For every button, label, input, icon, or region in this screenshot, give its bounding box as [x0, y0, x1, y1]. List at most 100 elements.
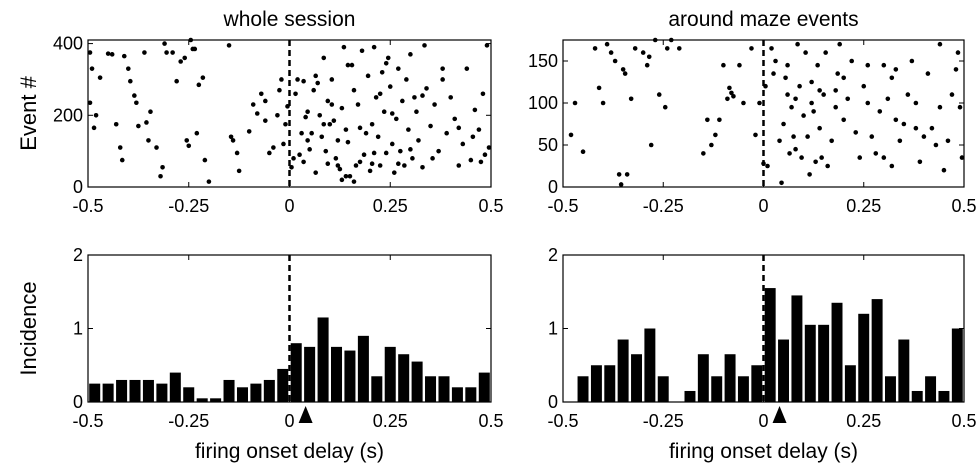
y-tick-label: 0: [73, 177, 83, 197]
histogram-bar: [805, 325, 816, 402]
spike-dot: [98, 75, 103, 80]
spike-dot: [617, 172, 622, 177]
spike-dot: [201, 75, 206, 80]
spike-dot: [647, 55, 652, 60]
spike-dot: [837, 42, 842, 47]
spike-dot: [469, 158, 474, 163]
x-tick-label: 0.5: [478, 411, 503, 431]
histogram-left-panel: -0.5 -0.25 0 0.25 0.5 0 1 2 Incidence firing onse…: [16, 245, 504, 463]
spike-dot: [479, 160, 484, 165]
spike-dot: [366, 74, 371, 79]
spike-dot: [420, 165, 425, 170]
histogram-bar: [912, 391, 923, 402]
spike-dot: [865, 101, 870, 106]
spike-dot: [120, 158, 125, 163]
spike-dot: [94, 113, 99, 118]
spike-dot: [705, 118, 710, 123]
spike-dot: [922, 134, 927, 139]
spike-dot: [346, 63, 351, 68]
spike-dot: [134, 100, 139, 105]
spike-dot: [601, 101, 606, 106]
histogram-bar: [103, 384, 114, 402]
spike-dot: [384, 151, 389, 156]
spike-dot: [807, 172, 812, 177]
spike-dot: [621, 67, 626, 72]
spike-dot: [192, 47, 197, 52]
spike-dot: [263, 99, 268, 104]
histogram-bar: [318, 317, 329, 402]
y-tick-label: 0: [548, 177, 558, 197]
histogram-bar: [898, 340, 909, 402]
spike-dot: [398, 149, 403, 154]
spike-dot: [358, 160, 363, 165]
spike-dot: [382, 109, 387, 114]
spike-dot: [471, 135, 476, 140]
x-axis-label: firing onset delay (s): [195, 440, 384, 463]
x-tick-label: -0.5: [547, 411, 578, 431]
x-tick-label: 0: [284, 411, 294, 431]
spike-dot: [313, 74, 318, 79]
histogram-bar: [344, 351, 355, 402]
spike-dot: [378, 91, 383, 96]
panel-title: whole session: [223, 8, 356, 31]
spike-dot: [334, 156, 339, 161]
spike-dot: [396, 161, 401, 166]
spike-dot: [785, 92, 790, 97]
histogram-bar: [925, 376, 936, 402]
spike-dot: [811, 109, 816, 114]
spike-dot: [789, 105, 794, 110]
histogram-bar: [578, 376, 589, 402]
spike-dot: [623, 71, 628, 76]
spike-dot: [605, 42, 610, 47]
spike-dot: [368, 169, 373, 174]
spike-dot: [914, 101, 919, 106]
histogram-bar: [156, 384, 167, 402]
histogram-bar: [618, 340, 629, 402]
x-tick-label: 0.5: [951, 196, 976, 216]
histogram-bar: [116, 380, 127, 402]
spike-dot: [765, 164, 770, 169]
spike-dot: [332, 118, 337, 123]
spike-dot: [573, 101, 578, 106]
spike-dot: [356, 102, 361, 107]
spike-dot: [277, 88, 282, 93]
spike-dot: [295, 77, 300, 82]
spike-dot: [267, 151, 272, 156]
histogram-bar: [412, 362, 423, 402]
y-tick-label: 2: [548, 245, 558, 265]
spike-dot: [861, 84, 866, 89]
spike-dot: [305, 138, 310, 143]
spike-dot: [440, 66, 445, 71]
histogram-bar: [725, 354, 736, 402]
spike-dot: [613, 59, 618, 64]
histogram-bar: [438, 376, 449, 402]
histogram-bar: [738, 376, 749, 402]
spike-dot: [299, 131, 304, 136]
spike-dot: [793, 97, 798, 102]
spike-dot: [132, 93, 137, 98]
spike-dot: [378, 163, 383, 168]
spike-dot: [235, 151, 240, 156]
spike-dot: [430, 156, 435, 161]
spike-dot: [853, 130, 858, 135]
spike-dot: [753, 133, 758, 138]
histogram-bar: [277, 369, 288, 402]
spike-dot: [231, 138, 236, 143]
spike-dot: [845, 97, 850, 102]
spike-dot: [938, 105, 943, 110]
spike-dot: [930, 126, 935, 131]
x-tick-label: -0.25: [643, 411, 684, 431]
spike-dot: [777, 139, 782, 144]
spike-dot: [305, 109, 310, 114]
spike-dot: [569, 133, 574, 138]
spike-dot: [354, 163, 359, 168]
spike-dot: [769, 46, 774, 51]
spike-dot: [330, 102, 335, 107]
x-tick-label: 0: [758, 411, 768, 431]
spike-dot: [146, 138, 151, 143]
spike-dot: [946, 139, 951, 144]
spike-dot: [184, 138, 189, 143]
histogram-bar: [385, 347, 396, 402]
spike-dot: [410, 156, 415, 161]
